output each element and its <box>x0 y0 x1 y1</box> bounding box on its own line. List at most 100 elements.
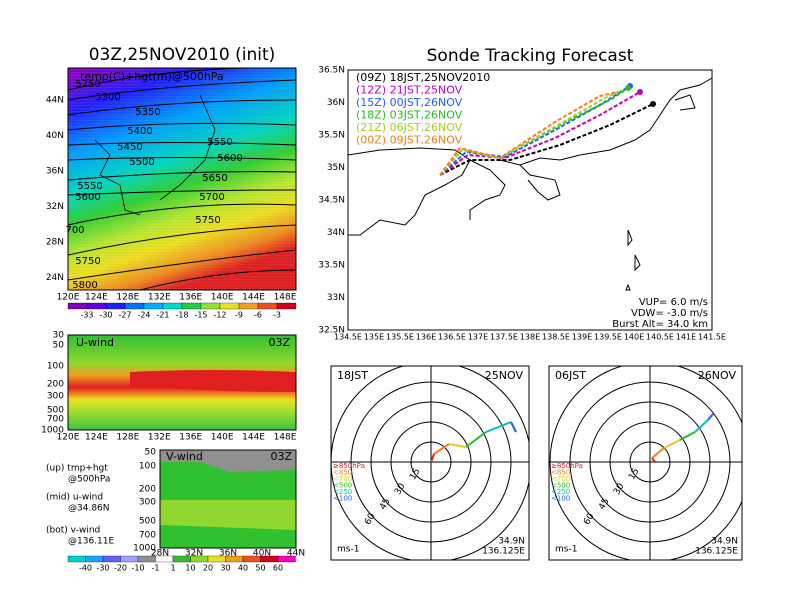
label: 50 <box>145 448 157 458</box>
label: 60 <box>273 564 283 573</box>
label: 1000 <box>133 544 156 554</box>
label: 200 <box>47 380 64 390</box>
label: 300 <box>139 498 156 508</box>
label: (18Z) 03JST,26NOV <box>356 109 463 122</box>
label: 120E <box>57 293 80 303</box>
label: 132E <box>148 293 171 303</box>
label: 5350 <box>135 107 160 118</box>
label: 135E <box>364 333 384 342</box>
label: 5250 <box>75 79 100 90</box>
label: 120E <box>57 433 80 443</box>
label: (mid) u-wind <box>46 493 103 503</box>
label: 500 <box>139 517 156 527</box>
hodo-segment <box>663 439 681 449</box>
label: 33.5N <box>318 261 345 271</box>
label: 34.5N <box>318 196 345 206</box>
colorbar-swatch <box>238 302 259 310</box>
hodo-segment <box>448 443 467 448</box>
label: ≥850hPa <box>333 462 365 470</box>
label: 32N <box>46 202 64 212</box>
hodo-segment <box>465 431 487 448</box>
label: 139E <box>572 333 592 342</box>
label: 136.125E <box>695 547 738 557</box>
colorbar-swatch <box>143 302 164 310</box>
label: -9 <box>235 311 243 320</box>
label: 50 <box>53 341 65 351</box>
label: 700 <box>65 225 84 236</box>
label: 30 <box>393 482 408 497</box>
panel-time: 03Z <box>270 450 292 463</box>
label: 100 <box>47 362 64 372</box>
label: 5600 <box>217 153 242 164</box>
label: 136.5E <box>438 333 466 342</box>
label: 28N <box>46 238 64 248</box>
label: 5400 <box>127 126 152 137</box>
label: 139.5E <box>594 333 622 342</box>
label: <700 <box>333 475 352 483</box>
label: 200 <box>139 485 156 495</box>
label: -27 <box>118 311 131 320</box>
label: 40N <box>46 131 64 141</box>
label: -3 <box>273 311 281 320</box>
label: 132E <box>148 433 171 443</box>
label: 44N <box>287 549 305 559</box>
colorbar-swatch <box>120 555 139 563</box>
label: 140.5E <box>646 333 674 342</box>
hodo-segment <box>510 421 517 433</box>
label: 100 <box>139 462 156 472</box>
label: 144E <box>242 293 265 303</box>
label: 30 <box>220 564 230 573</box>
label: VDW= -3.0 m/s <box>631 308 708 319</box>
label: 35.5N <box>318 131 345 141</box>
label: 5650 <box>202 173 227 184</box>
label: 700 <box>47 415 64 425</box>
label: 128E <box>116 293 139 303</box>
label: ms-1 <box>555 545 577 555</box>
label: 06JST <box>555 369 586 382</box>
label: 138.5E <box>542 333 570 342</box>
label: -30 <box>99 311 112 320</box>
label: 15 <box>627 467 641 482</box>
frame <box>159 449 297 549</box>
colorbar-swatch <box>124 302 145 310</box>
label: 45 <box>597 497 611 512</box>
label: 138E <box>520 333 540 342</box>
panel-title: V-wind <box>166 450 203 463</box>
label: ≥850hPa <box>551 462 583 470</box>
label: 124E <box>85 433 108 443</box>
label: 5300 <box>95 92 120 103</box>
hodo-segment <box>651 447 665 459</box>
label: -15 <box>194 311 207 320</box>
hodo-frame <box>548 365 743 561</box>
label: <100 <box>333 495 352 503</box>
hodo-segment <box>694 419 709 433</box>
hodo-segment <box>430 453 435 463</box>
colorbar-swatch <box>85 555 104 563</box>
label: <250 <box>333 488 352 496</box>
colorbar-swatch <box>181 302 202 310</box>
hodo-segment <box>679 431 696 441</box>
label: 148E <box>274 433 297 443</box>
label: 136E <box>179 293 202 303</box>
colorbar-swatch <box>86 302 107 310</box>
track-frame <box>347 69 713 331</box>
label: -21 <box>156 311 169 320</box>
label: 30 <box>53 331 65 341</box>
label: 34.9N <box>498 537 525 547</box>
label: 33N <box>327 293 345 303</box>
label: 34.9N <box>711 537 738 547</box>
frame <box>67 67 297 291</box>
colorbar-swatch <box>105 302 126 310</box>
label: VUP= 6.0 m/s <box>639 297 708 308</box>
label: (15Z) 00JST,26NOV <box>356 96 463 109</box>
jet-core <box>130 370 296 392</box>
label: 5800 <box>72 280 97 291</box>
label: 50 <box>255 564 265 573</box>
label: 1 <box>170 564 175 573</box>
label: 1000 <box>41 426 64 436</box>
label: 5550 <box>77 181 102 192</box>
label: 141.5E <box>698 333 726 342</box>
label: 140E <box>211 433 234 443</box>
panel-time: 03Z <box>268 336 290 349</box>
